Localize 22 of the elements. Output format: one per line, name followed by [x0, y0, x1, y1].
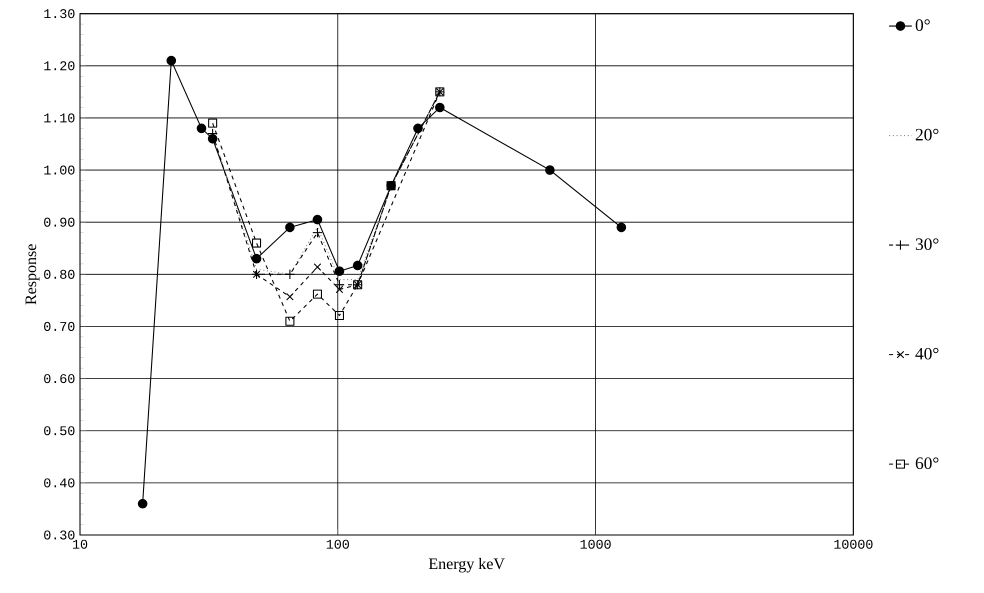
y-tick-label: 0.40	[44, 478, 74, 488]
y-tick-label: 0.80	[44, 270, 74, 279]
x-tick-label: 1000	[580, 540, 611, 549]
y-tick-label: 1.20	[44, 61, 74, 70]
x-tick-label: 10	[72, 540, 88, 549]
legend-label: 30°	[916, 238, 938, 250]
legend-label: 0°	[916, 19, 930, 31]
legend-label: 60°	[916, 457, 938, 470]
y-tick-label: 1.10	[44, 113, 74, 122]
x-axis-title: Energy keV	[428, 558, 505, 572]
legend-label: 20°	[916, 128, 938, 140]
y-tick-label: 0.50	[44, 426, 74, 436]
y-tick-label: 0.70	[44, 322, 74, 331]
y-tick-label: 1.00	[44, 166, 74, 175]
y-tick-label: 0.60	[44, 374, 74, 384]
x-tick-label: 10000	[834, 540, 873, 549]
x-tick-label: 100	[326, 540, 349, 549]
y-axis-title: Response	[26, 244, 40, 305]
y-tick-label: 1.30	[44, 9, 74, 18]
y-tick-label: 0.30	[44, 530, 74, 540]
y-tick-label: 0.90	[44, 218, 74, 227]
legend-label: 40°	[915, 348, 938, 360]
